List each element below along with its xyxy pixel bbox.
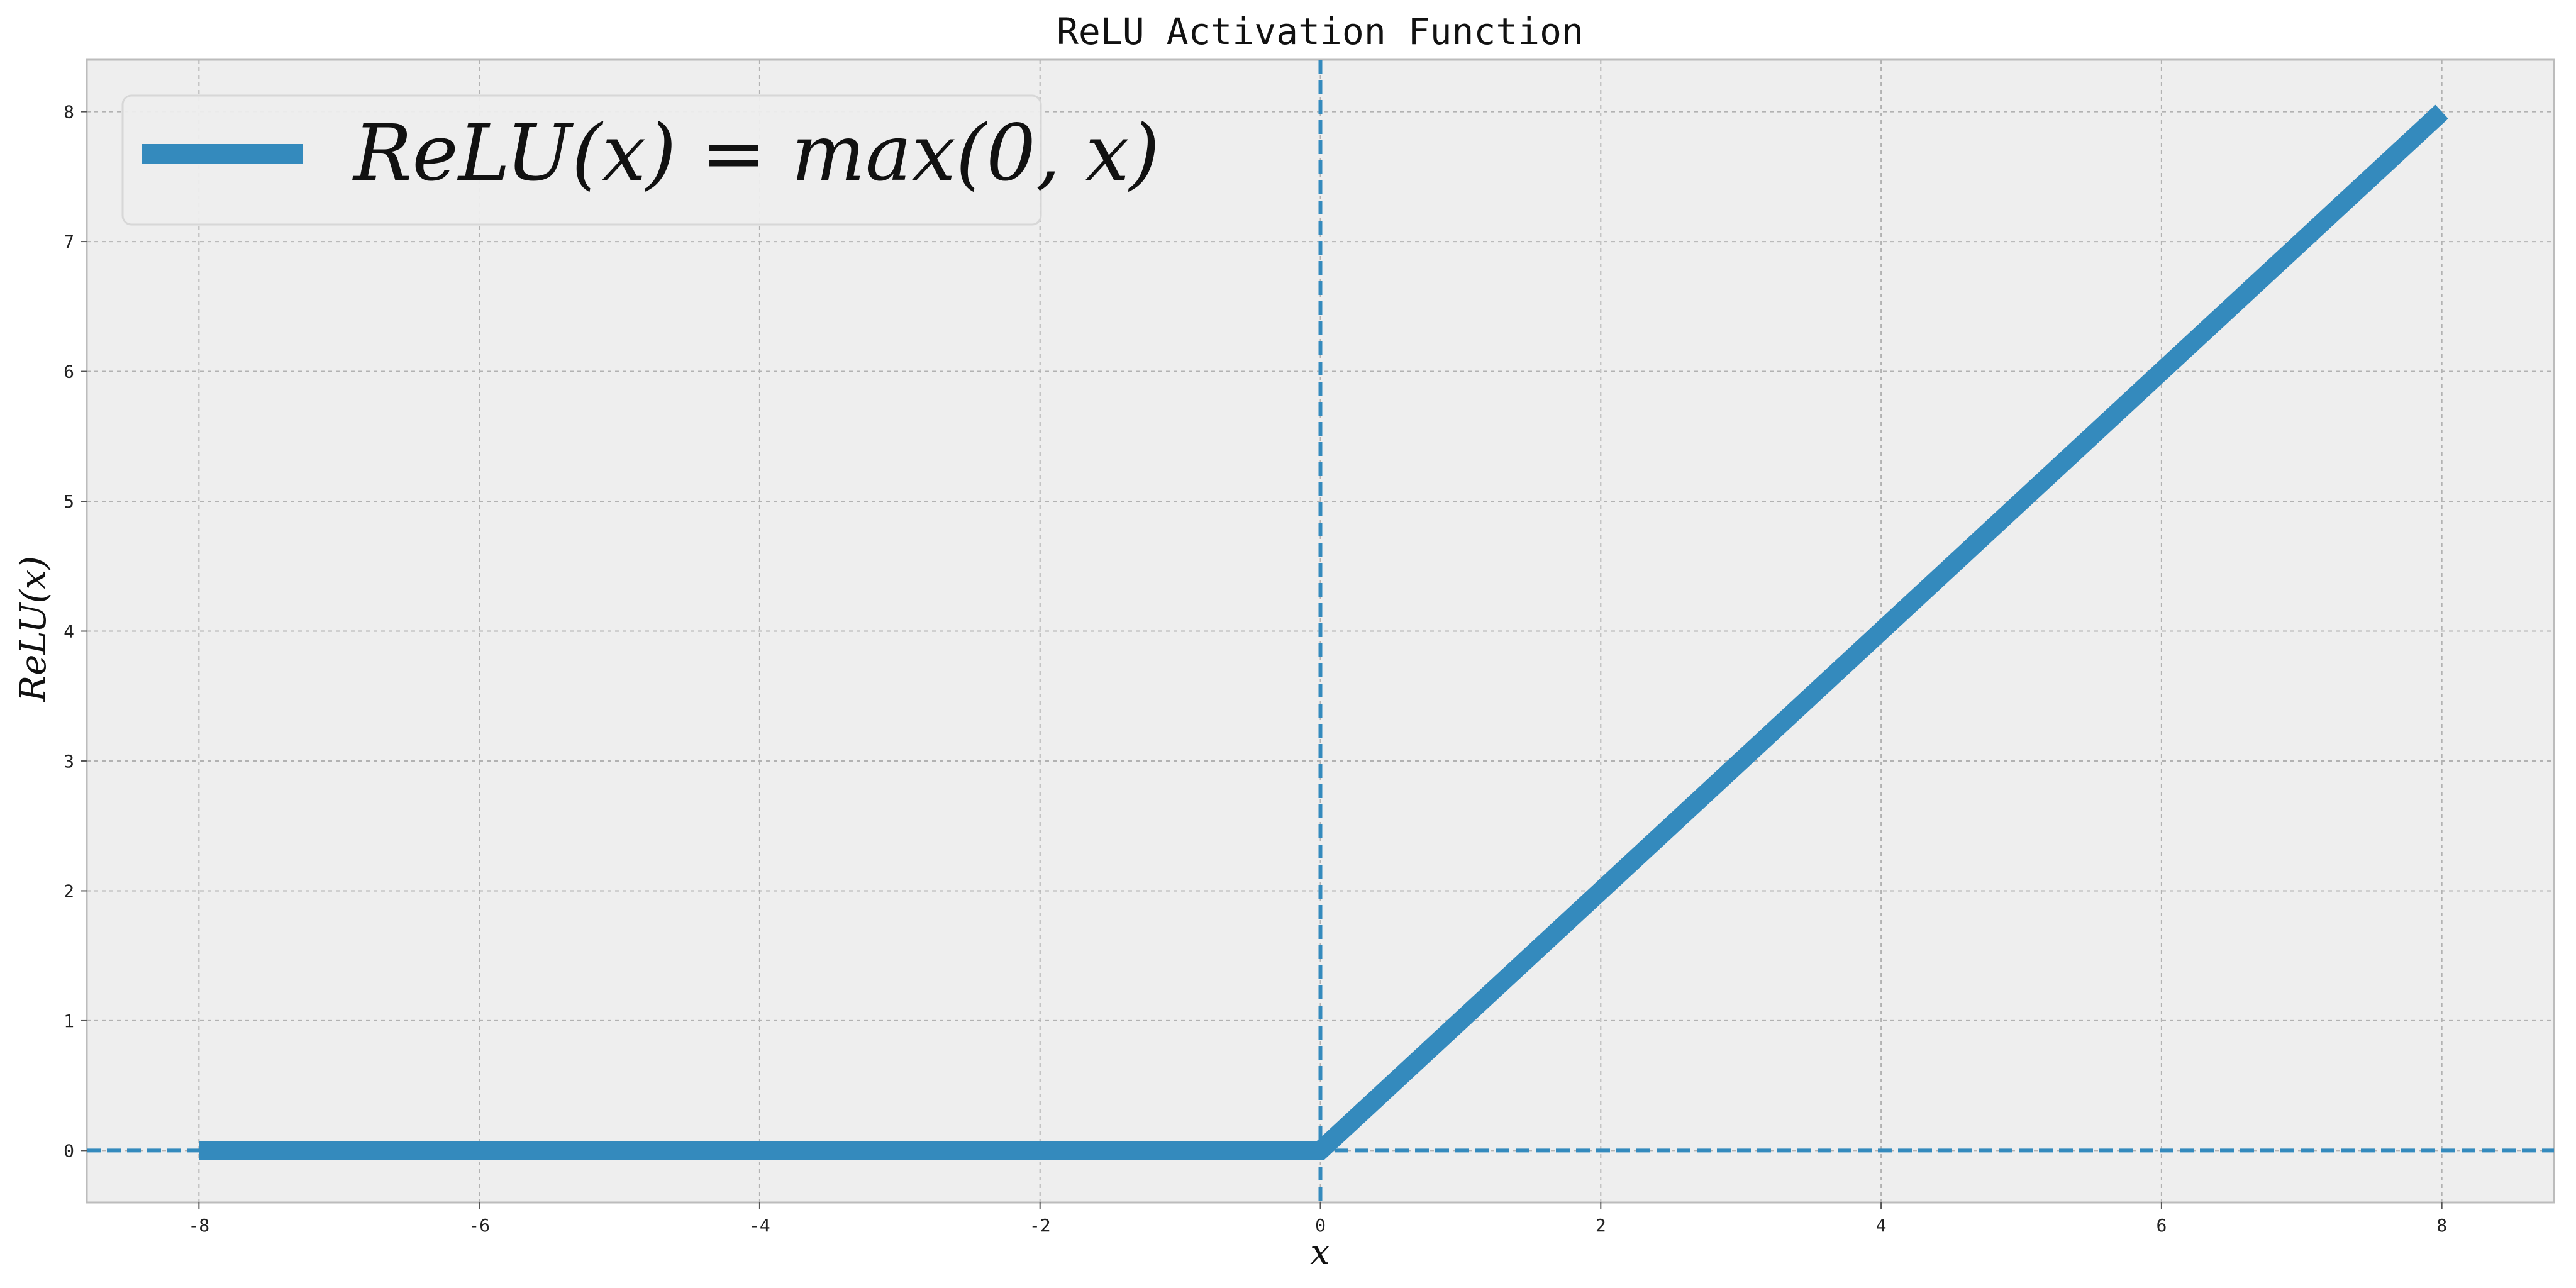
legend: ReLU(x) = max(0, x) <box>121 94 1160 226</box>
y-tick-label: 8 <box>64 102 74 123</box>
x-tick-label: 2 <box>1596 1215 1606 1236</box>
relu-series-line <box>199 104 2448 1160</box>
x-tick-label: 4 <box>1876 1215 1887 1236</box>
y-tick-label: 5 <box>64 491 74 512</box>
y-tick-label: 0 <box>64 1140 74 1161</box>
x-tick-label: -6 <box>469 1215 490 1236</box>
y-tick-label: 6 <box>64 362 74 382</box>
chart-title: ReLU Activation Function <box>1057 10 1584 53</box>
series-layer <box>199 104 2448 1160</box>
x-tick-label: -2 <box>1030 1215 1051 1236</box>
x-tick-label: 6 <box>2156 1215 2167 1236</box>
legend-box <box>121 94 1042 226</box>
legend-label: ReLU(x) = max(0, x) <box>352 108 1160 199</box>
x-tick-label: 0 <box>1315 1215 1326 1236</box>
axis-ticks: -8 -6 -4 -2 0 2 4 6 8 0 1 2 3 4 5 6 7 8 <box>64 102 2447 1236</box>
y-axis-label: ReLU(x) <box>13 556 54 702</box>
y-tick-label: 2 <box>64 880 74 901</box>
y-tick-label: 7 <box>64 231 74 252</box>
x-tick-label: -8 <box>188 1215 209 1236</box>
x-tick-label: -4 <box>749 1215 770 1236</box>
x-tick-label: 8 <box>2436 1215 2447 1236</box>
x-axis-label: x <box>1310 1232 1330 1273</box>
y-tick-label: 1 <box>64 1011 74 1031</box>
y-tick-label: 3 <box>64 751 74 772</box>
y-tick-label: 4 <box>64 621 74 642</box>
